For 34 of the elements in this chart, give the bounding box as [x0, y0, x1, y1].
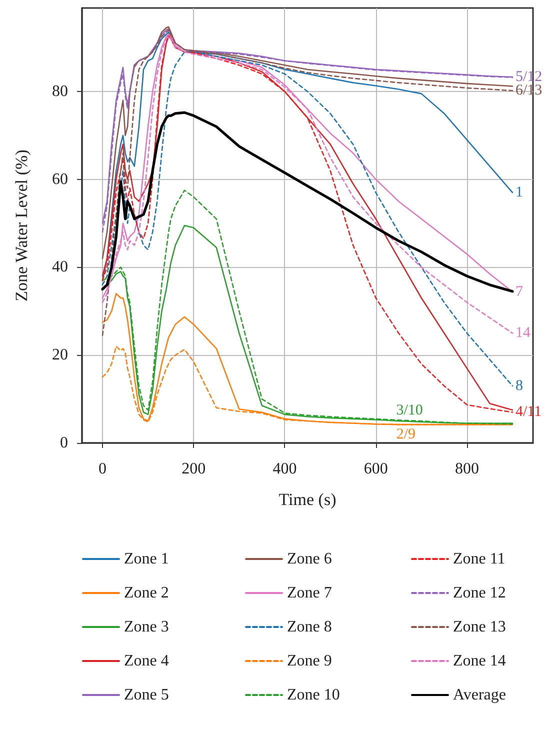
legend-label: Average	[453, 686, 506, 704]
annotation: 14	[516, 325, 531, 342]
annotation: 7	[516, 284, 524, 300]
legend-label: Zone 10	[287, 686, 340, 704]
legend-label: Zone 4	[124, 652, 169, 670]
line-series	[101, 111, 514, 293]
x-tick-label: 200	[182, 460, 206, 478]
legend-label: Zone 11	[453, 550, 506, 568]
annotation: 1	[516, 184, 523, 201]
legend-label: Zone 12	[453, 584, 506, 602]
legend-label: Zone 6	[287, 550, 332, 568]
annotation: 8	[516, 378, 523, 394]
x-tick-label: 600	[364, 460, 388, 478]
x-tick-label: 0	[98, 460, 106, 478]
annotation: 2/9	[396, 426, 416, 443]
annotation: 3/10	[396, 402, 423, 419]
x-tick-label: 800	[454, 460, 479, 478]
legend-label: Zone 5	[124, 686, 169, 704]
legend-label: Zone 2	[124, 584, 169, 602]
legend-label: Zone 7	[287, 584, 332, 602]
x-axis-title: Time (s)	[278, 490, 336, 509]
legend-label: Zone 3	[124, 618, 169, 636]
legend-label: Zone 14	[453, 652, 506, 670]
legend-label: Zone 13	[453, 618, 506, 636]
y-tick-label: 60	[52, 170, 68, 188]
legend-label: Zone 9	[287, 652, 332, 670]
y-tick-label: 40	[52, 258, 68, 276]
y-tick-label: 80	[52, 82, 68, 100]
y-tick-label: 0	[60, 434, 68, 452]
y-axis-title: Zone Water Level (%)	[12, 150, 31, 302]
x-tick-label: 400	[272, 460, 297, 478]
legend-label: Zone 8	[287, 618, 332, 636]
legend-label: Zone 1	[124, 550, 169, 568]
y-tick-label: 20	[52, 346, 68, 364]
